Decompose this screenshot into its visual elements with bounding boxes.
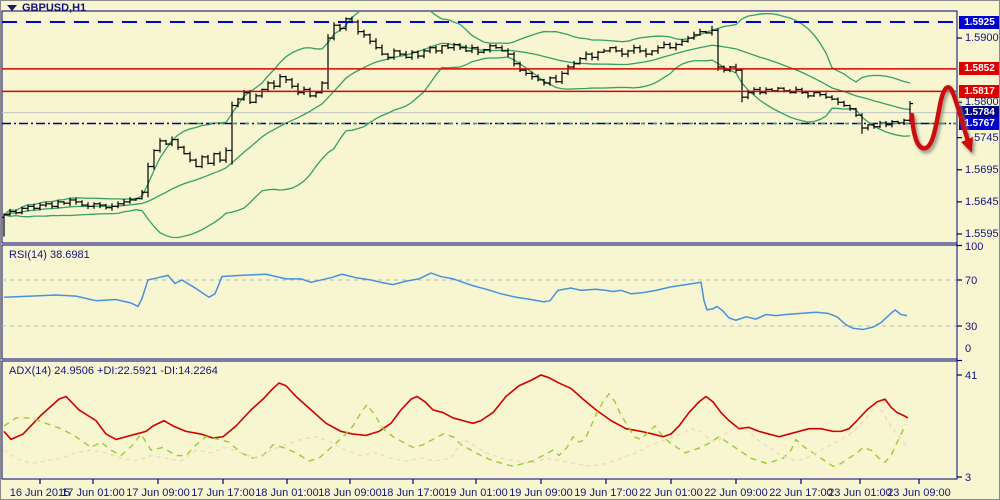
price-axis-label: 1.5695 (965, 164, 999, 176)
adx-axis-label: 41 (965, 370, 978, 382)
minus-di-line (3, 403, 908, 467)
chevron-down-icon (7, 5, 17, 12)
rsi-line (3, 272, 908, 331)
price-badge: 1.5767 (959, 117, 999, 130)
price-badge: 1.5852 (959, 62, 999, 75)
time-axis-label: 19 Jun 17:00 (574, 487, 638, 499)
panel-frame (1, 360, 958, 480)
time-axis-label: 18 Jun 17:00 (381, 487, 445, 499)
time-axis-label: 17 Jun 01:00 (61, 487, 125, 499)
rsi-axis-label: 30 (965, 321, 978, 333)
rsi-axis-label: 70 (965, 275, 978, 287)
panel-frame (1, 244, 958, 360)
chart-title: GBPUSD,H1 (7, 2, 86, 14)
time-axis-label: 18 Jun 09:00 (318, 487, 382, 499)
price-axis-label: 1.5645 (965, 196, 999, 208)
price-badge: 1.5925 (959, 16, 999, 29)
time-axis-label: 17 Jun 17:00 (191, 487, 255, 499)
panel-frame (1, 10, 958, 244)
symbol-timeframe-label: GBPUSD,H1 (22, 2, 87, 14)
adx-line (3, 374, 909, 441)
adx-indicator-label: ADX(14) 24.9506 +DI:22.5921 -DI:14.2264 (9, 365, 218, 377)
bollinger-band-line (3, 56, 911, 239)
price-axis-label: 1.5595 (965, 228, 999, 240)
time-axis-label: 22 Jun 01:00 (639, 487, 703, 499)
bollinger-band-line (3, 42, 911, 216)
time-axis-label: 19 Jun 09:00 (509, 487, 573, 499)
time-axis-label: 17 Jun 09:00 (126, 487, 190, 499)
plus-di-line (3, 393, 907, 467)
time-axis-label: 18 Jun 01:00 (255, 487, 319, 499)
time-axis-label: 22 Jun 09:00 (704, 487, 768, 499)
price-axis-label: 1.5900 (965, 32, 999, 44)
bollinger-band-line (3, 12, 911, 216)
time-axis-label: 23 Jun 09:00 (887, 487, 951, 499)
time-axis-label: 23 Jun 01:00 (828, 487, 892, 499)
adx-axis-label: 3 (965, 472, 972, 484)
price-axis-label: 1.5800 (965, 96, 999, 108)
price-axis-label: 1.5745 (965, 132, 999, 144)
rsi-indicator-label: RSI(14) 38.6981 (9, 249, 90, 261)
time-axis-label: 16 Jun 2015 (9, 487, 71, 499)
rsi-axis-label: 0 (965, 343, 972, 355)
rsi-axis-label: 100 (965, 241, 984, 253)
time-axis-label: 22 Jun 17:00 (769, 487, 833, 499)
time-axis-label: 19 Jun 01:00 (444, 487, 508, 499)
